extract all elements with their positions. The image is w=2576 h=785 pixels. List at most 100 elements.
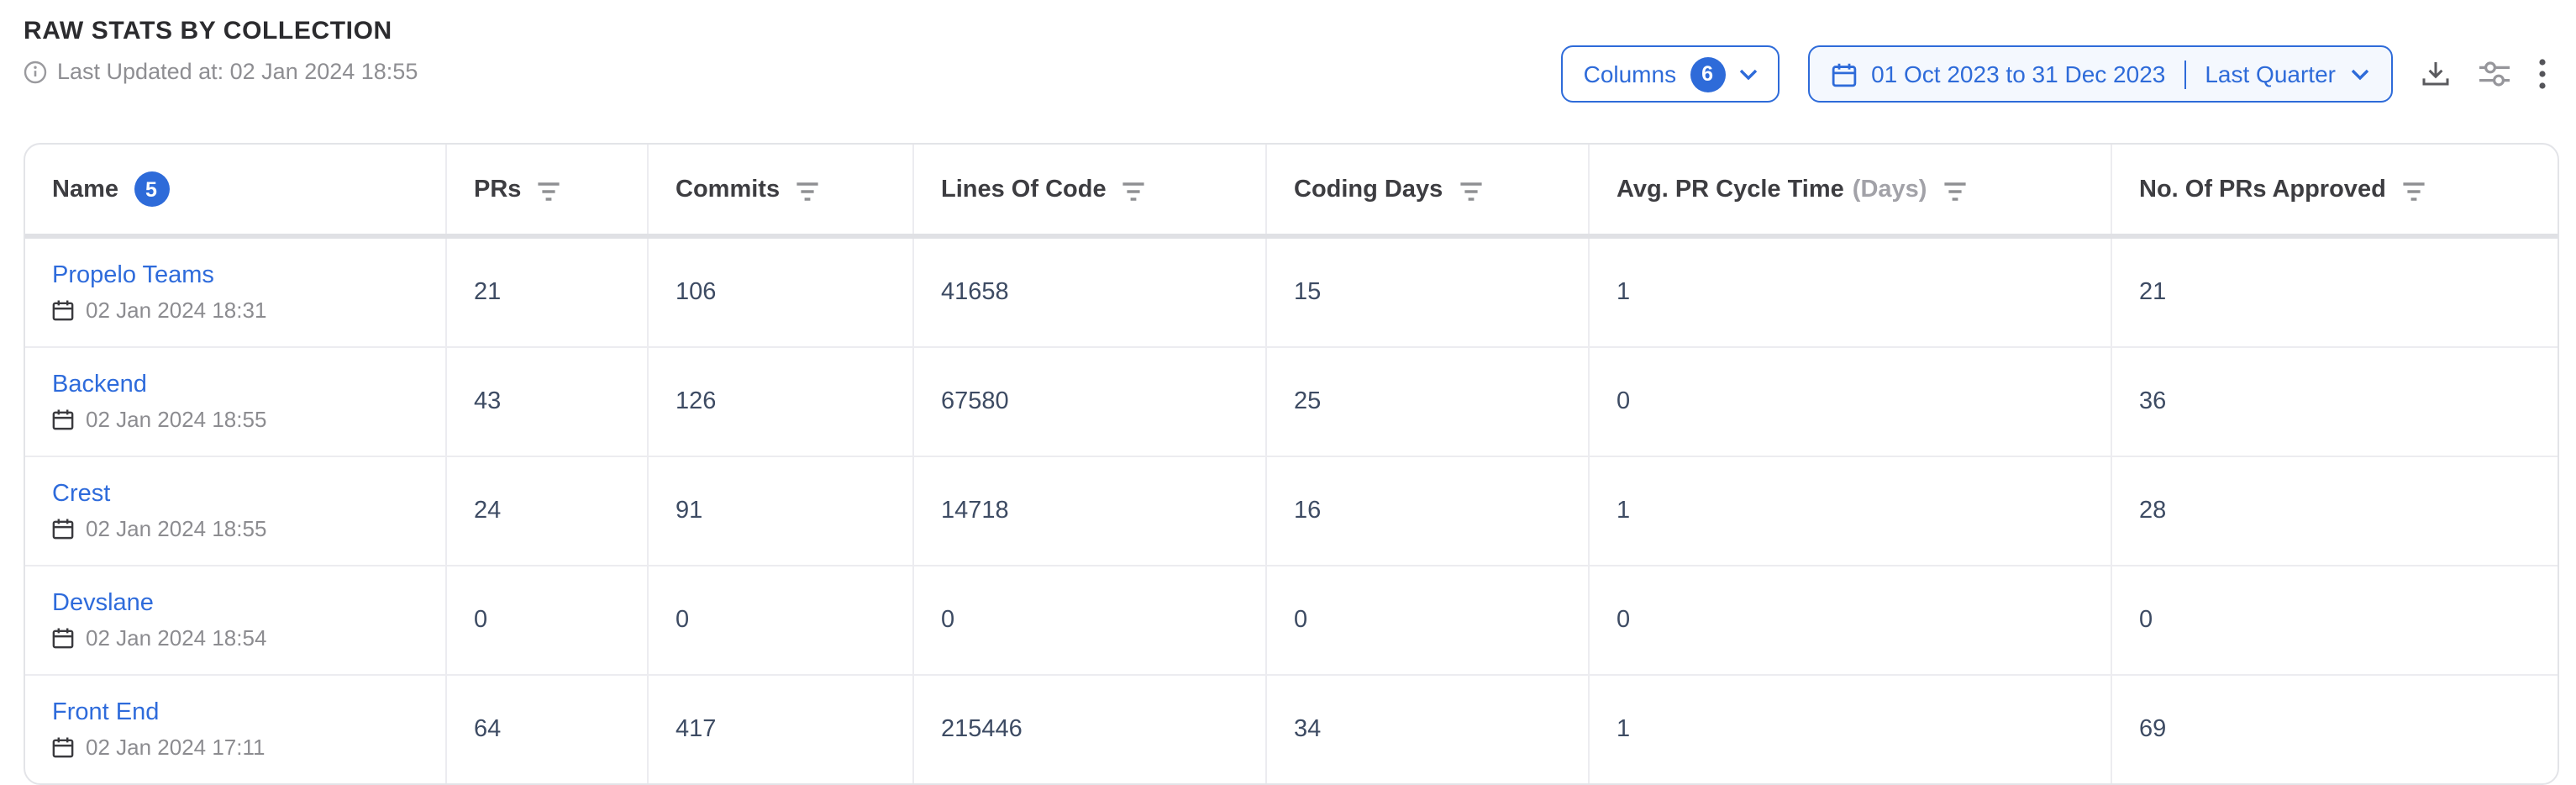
cell-avg-pr-cycle-time: 0 bbox=[1590, 566, 2112, 674]
calendar-icon bbox=[1831, 61, 1856, 87]
filter-icon[interactable] bbox=[1122, 181, 1147, 201]
cell-avg-pr-cycle-time: 1 bbox=[1590, 457, 2112, 565]
calendar-icon bbox=[52, 299, 74, 321]
columns-button-label: Columns bbox=[1583, 61, 1677, 87]
column-label: Name bbox=[52, 176, 118, 203]
button-divider bbox=[2184, 60, 2187, 88]
column-header-commits: Commits bbox=[649, 145, 914, 234]
cell-coding-days: 0 bbox=[1267, 566, 1590, 674]
column-header-prs: PRs bbox=[447, 145, 649, 234]
row-updated: 02 Jan 2024 18:31 bbox=[52, 298, 266, 323]
table-row: Crest 02 Jan 2024 18:55 24 91 14718 16 1… bbox=[25, 457, 2558, 566]
column-label: Commits bbox=[676, 176, 781, 203]
column-label: Coding Days bbox=[1294, 176, 1443, 203]
stats-table: Name 5 PRs Commits Lines Of Code bbox=[24, 143, 2559, 785]
cell-prs-approved: 36 bbox=[2139, 388, 2167, 415]
table-row: Propelo Teams 02 Jan 2024 18:31 21 106 4… bbox=[25, 239, 2558, 348]
row-updated: 02 Jan 2024 18:55 bbox=[52, 407, 266, 432]
cell-commits: 106 bbox=[649, 239, 914, 346]
collection-link[interactable]: Front End bbox=[52, 699, 160, 726]
name-cell: Backend 02 Jan 2024 18:55 bbox=[25, 348, 447, 456]
kebab-menu-icon[interactable] bbox=[2539, 59, 2546, 89]
row-updated: 02 Jan 2024 18:54 bbox=[52, 625, 266, 651]
column-header-avg-pr-cycle-time: Avg. PR Cycle Time (Days) bbox=[1590, 145, 2112, 234]
top-bar: RAW STATS BY COLLECTION Last Updated at:… bbox=[0, 0, 2576, 143]
cell-prs: 43 bbox=[447, 348, 649, 456]
calendar-icon bbox=[52, 627, 74, 649]
column-label-suffix: (Days) bbox=[1852, 176, 1927, 203]
row-updated-text: 02 Jan 2024 18:31 bbox=[86, 298, 267, 323]
column-label: PRs bbox=[474, 176, 522, 203]
cell-avg-pr-cycle-time: 1 bbox=[1590, 676, 2112, 783]
collection-link[interactable]: Backend bbox=[52, 371, 147, 398]
columns-count-badge: 6 bbox=[1690, 56, 1726, 92]
name-count-badge: 5 bbox=[134, 171, 169, 207]
table-row: Front End 02 Jan 2024 17:11 64 417 21544… bbox=[25, 676, 2558, 783]
cell-coding-days: 16 bbox=[1267, 457, 1590, 565]
date-range-button[interactable]: 01 Oct 2023 to 31 Dec 2023 Last Quarter bbox=[1807, 45, 2393, 103]
row-updated-text: 02 Jan 2024 18:55 bbox=[86, 516, 267, 541]
table-row: Backend 02 Jan 2024 18:55 43 126 67580 2… bbox=[25, 348, 2558, 457]
row-updated-text: 02 Jan 2024 18:55 bbox=[86, 407, 267, 432]
cell-prs: 21 bbox=[447, 239, 649, 346]
cell-coding-days: 34 bbox=[1267, 676, 1590, 783]
filter-icon[interactable] bbox=[1942, 181, 1967, 201]
column-header-lines-of-code: Lines Of Code bbox=[914, 145, 1267, 234]
last-updated-text: Last Updated at: 02 Jan 2024 18:55 bbox=[57, 59, 418, 84]
cell-avg-pr-cycle-time: 0 bbox=[1590, 348, 2112, 456]
date-preset-text: Last Quarter bbox=[2205, 61, 2336, 87]
row-updated-text: 02 Jan 2024 17:11 bbox=[86, 735, 265, 760]
chevron-down-icon bbox=[1738, 68, 1757, 80]
column-header-name: Name 5 bbox=[25, 145, 447, 234]
collection-link[interactable]: Crest bbox=[52, 481, 111, 508]
sliders-icon[interactable] bbox=[2479, 61, 2510, 87]
cell-commits: 91 bbox=[649, 457, 914, 565]
cell-commits: 0 bbox=[649, 566, 914, 674]
cell-coding-days: 25 bbox=[1267, 348, 1590, 456]
calendar-icon bbox=[52, 408, 74, 430]
name-cell: Propelo Teams 02 Jan 2024 18:31 bbox=[25, 239, 447, 346]
title-block: RAW STATS BY COLLECTION Last Updated at:… bbox=[24, 17, 418, 84]
cell-prs: 0 bbox=[447, 566, 649, 674]
name-cell: Front End 02 Jan 2024 17:11 bbox=[25, 676, 447, 783]
last-updated-line: Last Updated at: 02 Jan 2024 18:55 bbox=[24, 59, 418, 84]
name-cell: Crest 02 Jan 2024 18:55 bbox=[25, 457, 447, 565]
column-label: Lines Of Code bbox=[941, 176, 1107, 203]
cell-prs-approved: 69 bbox=[2139, 716, 2167, 743]
info-icon[interactable] bbox=[24, 60, 47, 83]
cell-prs: 24 bbox=[447, 457, 649, 565]
chevron-down-icon bbox=[2351, 68, 2369, 80]
header-controls: Columns 6 01 Oct 2023 to 31 Dec 2023 Las… bbox=[1561, 45, 2546, 103]
filter-icon[interactable] bbox=[2401, 181, 2426, 201]
download-icon[interactable] bbox=[2421, 61, 2450, 87]
column-header-coding-days: Coding Days bbox=[1267, 145, 1590, 234]
collection-link[interactable]: Propelo Teams bbox=[52, 262, 214, 289]
calendar-icon bbox=[52, 518, 74, 540]
table-row: Devslane 02 Jan 2024 18:54 0 0 0 0 0 0 bbox=[25, 566, 2558, 676]
cell-lines-of-code: 14718 bbox=[914, 457, 1267, 565]
cell-prs: 64 bbox=[447, 676, 649, 783]
date-range-text: 01 Oct 2023 to 31 Dec 2023 bbox=[1871, 61, 2166, 87]
cell-commits: 417 bbox=[649, 676, 914, 783]
cell-lines-of-code: 0 bbox=[914, 566, 1267, 674]
filter-icon[interactable] bbox=[536, 181, 561, 201]
row-updated-text: 02 Jan 2024 18:54 bbox=[86, 625, 267, 651]
cell-lines-of-code: 41658 bbox=[914, 239, 1267, 346]
columns-button[interactable]: Columns 6 bbox=[1561, 45, 1780, 103]
row-updated: 02 Jan 2024 17:11 bbox=[52, 735, 265, 760]
cell-prs-approved: 0 bbox=[2139, 607, 2153, 634]
cell-prs-approved: 28 bbox=[2139, 498, 2167, 524]
column-label: No. Of PRs Approved bbox=[2139, 176, 2386, 203]
cell-lines-of-code: 215446 bbox=[914, 676, 1267, 783]
row-updated: 02 Jan 2024 18:55 bbox=[52, 516, 266, 541]
cell-avg-pr-cycle-time: 1 bbox=[1590, 239, 2112, 346]
cell-prs-approved: 21 bbox=[2139, 279, 2167, 306]
filter-icon[interactable] bbox=[1458, 181, 1483, 201]
collection-link[interactable]: Devslane bbox=[52, 590, 154, 617]
name-cell: Devslane 02 Jan 2024 18:54 bbox=[25, 566, 447, 674]
filter-icon[interactable] bbox=[795, 181, 820, 201]
page-title: RAW STATS BY COLLECTION bbox=[24, 17, 392, 45]
column-label: Avg. PR Cycle Time bbox=[1617, 176, 1844, 203]
cell-coding-days: 15 bbox=[1267, 239, 1590, 346]
